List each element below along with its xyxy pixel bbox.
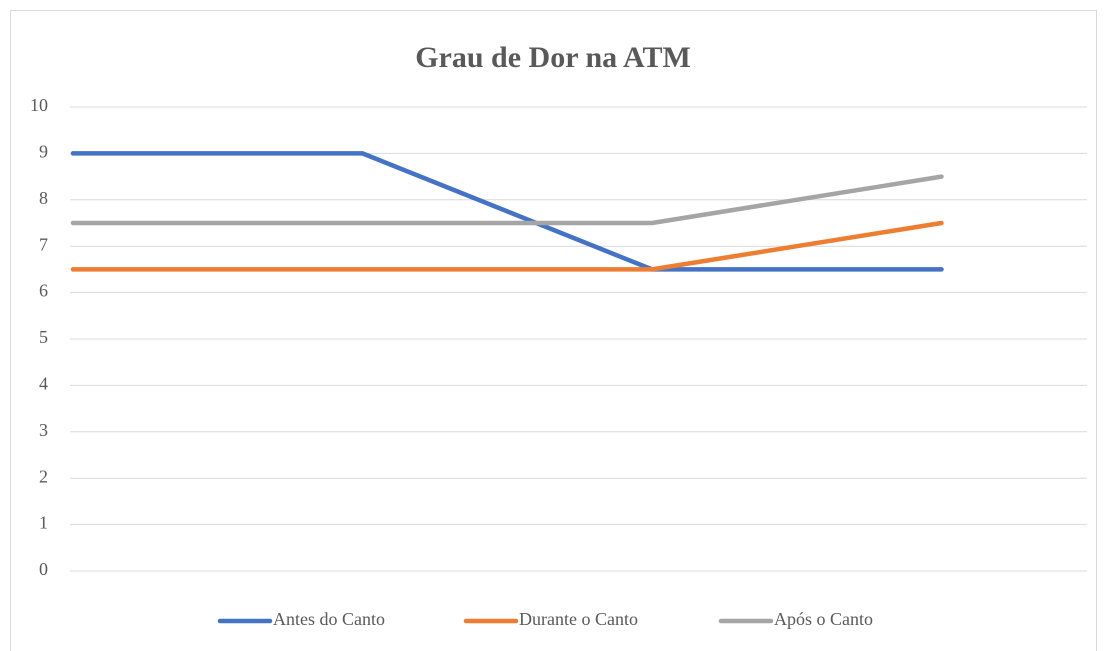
- y-tick-label: 7: [39, 234, 48, 254]
- series-line: [70, 151, 944, 272]
- y-tick-label: 3: [39, 420, 48, 440]
- y-tick-label: 5: [39, 327, 48, 347]
- chart-title: Grau de Dor na ATM: [415, 41, 691, 74]
- legend-label: Após o Canto: [774, 609, 873, 629]
- series-line: [70, 174, 944, 226]
- chart-border: [10, 10, 1097, 651]
- series-line: [70, 220, 944, 272]
- y-tick-label: 8: [39, 188, 48, 208]
- y-tick-label: 6: [39, 281, 48, 301]
- y-tick-label: 0: [39, 559, 48, 579]
- y-tick-label: 1: [39, 513, 48, 533]
- y-tick-label: 9: [39, 142, 48, 162]
- y-tick-label: 4: [39, 374, 48, 394]
- legend-label: Durante o Canto: [519, 609, 638, 629]
- legend-label: Antes do Canto: [273, 609, 385, 629]
- y-tick-label: 10: [30, 95, 48, 115]
- y-tick-label: 2: [39, 466, 48, 486]
